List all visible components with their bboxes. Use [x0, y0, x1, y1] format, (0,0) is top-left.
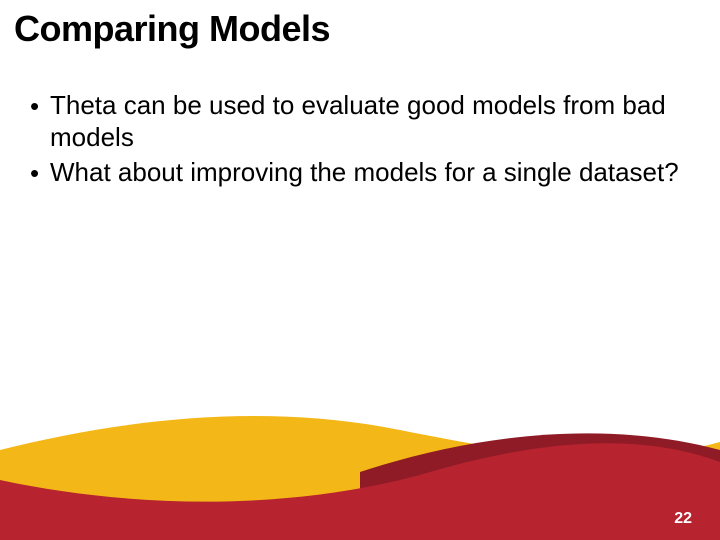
footer-wave-graphic — [0, 380, 720, 540]
bullet-list: • Theta can be used to evaluate good mod… — [30, 90, 680, 194]
list-item: • What about improving the models for a … — [30, 157, 680, 190]
list-item: • Theta can be used to evaluate good mod… — [30, 90, 680, 153]
wave-red — [0, 443, 720, 540]
page-title: Comparing Models — [14, 8, 330, 50]
wave-yellow — [0, 416, 720, 540]
wave-dark-red — [360, 433, 720, 540]
bullet-dot-icon: • — [30, 90, 50, 123]
slide: Comparing Models • Theta can be used to … — [0, 0, 720, 540]
bullet-text: Theta can be used to evaluate good model… — [50, 90, 680, 153]
bullet-dot-icon: • — [30, 157, 50, 190]
bullet-text: What about improving the models for a si… — [50, 157, 680, 189]
page-number: 22 — [674, 510, 692, 528]
